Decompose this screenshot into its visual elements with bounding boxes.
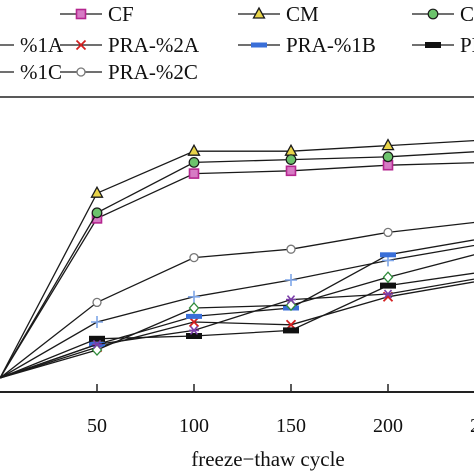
data-point-pra-1b-100 <box>186 313 202 319</box>
data-point-pl-200 <box>380 282 396 289</box>
legend-item-pra-2c: PRA-%2C <box>60 60 198 84</box>
legend-item-pra-2a: PRA-%2A <box>60 33 200 57</box>
legend-label: CF <box>108 2 134 26</box>
series-line-pra-2a <box>0 281 474 379</box>
series-line-1c <box>0 254 474 379</box>
legend-label: %1C <box>20 60 62 84</box>
legend-marker <box>427 8 439 20</box>
data-point-pl-150 <box>283 327 299 334</box>
series-line-pl <box>0 272 474 379</box>
data-point-1a-100 <box>188 290 200 303</box>
series-line-ci <box>0 151 474 379</box>
legend-marker <box>251 42 267 48</box>
legend-marker <box>252 6 266 19</box>
data-point-cm-150 <box>284 143 298 156</box>
legend-marker <box>75 39 87 51</box>
series-ci <box>0 151 474 379</box>
data-point-cm-200 <box>381 138 395 151</box>
x-tick-label-200: 200 <box>373 415 403 437</box>
legend-item-pra-1b: PRA-%1B <box>238 33 376 57</box>
legend-item-1a: %1A <box>0 33 64 57</box>
data-point-ci-50 <box>91 207 103 219</box>
series-pra-2c <box>0 221 474 379</box>
series-line-1a <box>0 244 474 379</box>
data-point-cf-100 <box>188 168 200 179</box>
data-point-1a-50 <box>91 316 103 328</box>
data-point-1a-150 <box>285 274 297 286</box>
data-point-1c-200 <box>382 271 394 284</box>
legend-label: PRA-%2A <box>108 33 200 57</box>
x-axis-label: freeze−thaw cycle <box>191 447 344 471</box>
data-point-cm-50 <box>90 185 104 198</box>
legend: CF CM CI %1A PRA-%2A PRA-%1B PL %1C PRA-%2C <box>0 2 474 84</box>
legend-label: %1A <box>20 33 64 57</box>
series-cf <box>0 159 474 379</box>
data-point-series-9-50 <box>92 339 102 349</box>
data-point-pra-2c-50 <box>92 297 102 308</box>
legend-marker <box>76 67 86 77</box>
x-axis-ticks: 50 100 150 200 250 <box>87 384 474 437</box>
series-cm <box>0 138 474 379</box>
data-point-pra-2c-100 <box>189 252 199 263</box>
data-point-pra-2c-150 <box>286 244 296 254</box>
data-point-pra-2c-200 <box>383 227 393 238</box>
legend-item-pl: PL <box>412 33 474 57</box>
plot-area <box>0 138 474 379</box>
legend-label: CI <box>460 2 474 26</box>
legend-item-1c: %1C <box>0 60 62 84</box>
series-series-9 <box>0 278 474 379</box>
data-point-ci-100 <box>188 156 200 168</box>
legend-marker <box>75 8 87 20</box>
data-point-pl-100 <box>186 333 202 339</box>
x-tick-label-250: 250 <box>470 415 474 437</box>
data-point-cf-150 <box>285 165 297 177</box>
data-point-series-9-150 <box>286 295 296 305</box>
x-tick-label-100: 100 <box>179 415 209 437</box>
series-line-cf <box>0 162 474 379</box>
legend-item-cm: CM <box>238 2 319 26</box>
data-point-1c-100 <box>188 302 200 314</box>
legend-label: PL <box>460 33 474 57</box>
x-tick-label-50: 50 <box>87 415 107 437</box>
data-point-pra-2a-100 <box>188 316 200 328</box>
data-point-cm-100 <box>187 143 201 156</box>
data-point-series-9-200 <box>383 289 393 299</box>
x-tick-label-150: 150 <box>276 415 306 437</box>
data-point-ci-200 <box>382 151 394 163</box>
data-point-series-9-100 <box>189 325 199 335</box>
legend-label: PRA-%1B <box>286 33 376 57</box>
legend-item-cf: CF <box>60 2 134 26</box>
data-point-pra-1b-200 <box>380 252 396 258</box>
series-line-pra-2c <box>0 221 474 379</box>
legend-label: CM <box>286 2 319 26</box>
data-point-pl-50 <box>89 335 105 342</box>
legend-label: PRA-%2C <box>108 60 198 84</box>
series-line-cm <box>0 139 474 379</box>
legend-marker <box>425 42 441 48</box>
data-point-ci-150 <box>285 154 297 166</box>
series-line-series-9 <box>0 278 474 379</box>
series-pl <box>0 272 474 379</box>
legend-item-ci: CI <box>412 2 474 26</box>
